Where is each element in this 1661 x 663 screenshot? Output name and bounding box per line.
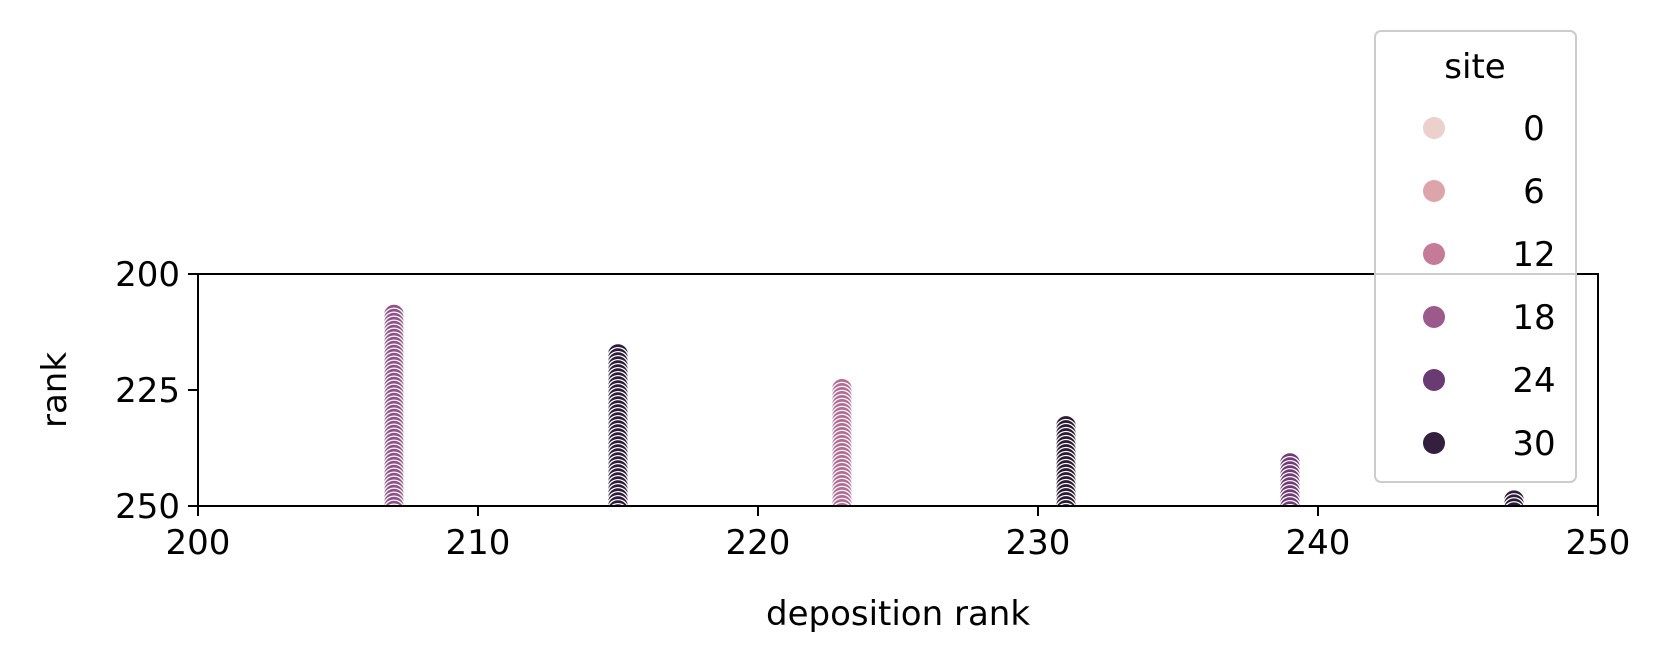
legend-label: 24 [1512, 361, 1555, 401]
legend-label: 12 [1512, 235, 1555, 275]
legend-label: 18 [1512, 298, 1555, 338]
legend-box [1374, 30, 1577, 483]
y-axis: 200 225 250 [115, 255, 198, 527]
y-tick-label: 200 [115, 255, 180, 295]
legend-marker [1423, 117, 1445, 139]
point-column-1 [606, 342, 630, 506]
legend-entries: 0 6 12 18 24 30 [1423, 109, 1556, 464]
legend: site 0 6 12 18 24 30 [1374, 30, 1577, 483]
legend-entry-18: 18 [1423, 298, 1556, 338]
legend-entry-12: 12 [1423, 235, 1556, 275]
legend-entry-0: 0 [1423, 109, 1545, 149]
y-tick-label: 225 [115, 371, 180, 411]
x-tick-label: 210 [446, 523, 511, 563]
x-tick-label: 240 [1286, 523, 1351, 563]
x-tick-label: 200 [166, 523, 231, 563]
legend-entry-6: 6 [1423, 172, 1545, 212]
scatter-point [607, 498, 629, 506]
legend-entry-30: 30 [1423, 424, 1556, 464]
point-column-5 [1502, 489, 1526, 506]
x-tick-label: 220 [726, 523, 791, 563]
point-column-3 [1054, 414, 1078, 506]
scatter-point [1280, 499, 1300, 506]
y-tick-label: 250 [115, 487, 180, 527]
legend-marker [1423, 180, 1445, 202]
scatter-point [1509, 505, 1519, 506]
scatter-point [831, 497, 853, 506]
point-column-2 [830, 377, 854, 506]
x-axis-label: deposition rank [766, 594, 1030, 634]
legend-marker [1423, 243, 1445, 265]
points-layer [382, 303, 1526, 506]
scatter-point [1504, 501, 1524, 506]
legend-marker [1423, 369, 1445, 391]
legend-label: 6 [1523, 172, 1545, 212]
y-axis-label: rank [35, 352, 75, 428]
legend-marker [1423, 432, 1445, 454]
legend-title: site [1444, 47, 1505, 87]
scatter-point [386, 503, 402, 506]
x-tick-label: 230 [1006, 523, 1071, 563]
scatter-point [383, 499, 405, 506]
legend-marker [1423, 306, 1445, 328]
legend-entry-24: 24 [1423, 361, 1556, 401]
point-column-0 [382, 303, 406, 506]
point-column-4 [1278, 451, 1302, 506]
legend-label: 30 [1512, 424, 1555, 464]
scatter-point [1055, 498, 1077, 506]
scatter-point [1278, 495, 1302, 506]
x-axis: 200 210 220 230 240 250 [166, 506, 1631, 563]
scatter-point [1503, 497, 1525, 506]
x-tick-label: 250 [1566, 523, 1631, 563]
legend-label: 0 [1523, 109, 1545, 149]
